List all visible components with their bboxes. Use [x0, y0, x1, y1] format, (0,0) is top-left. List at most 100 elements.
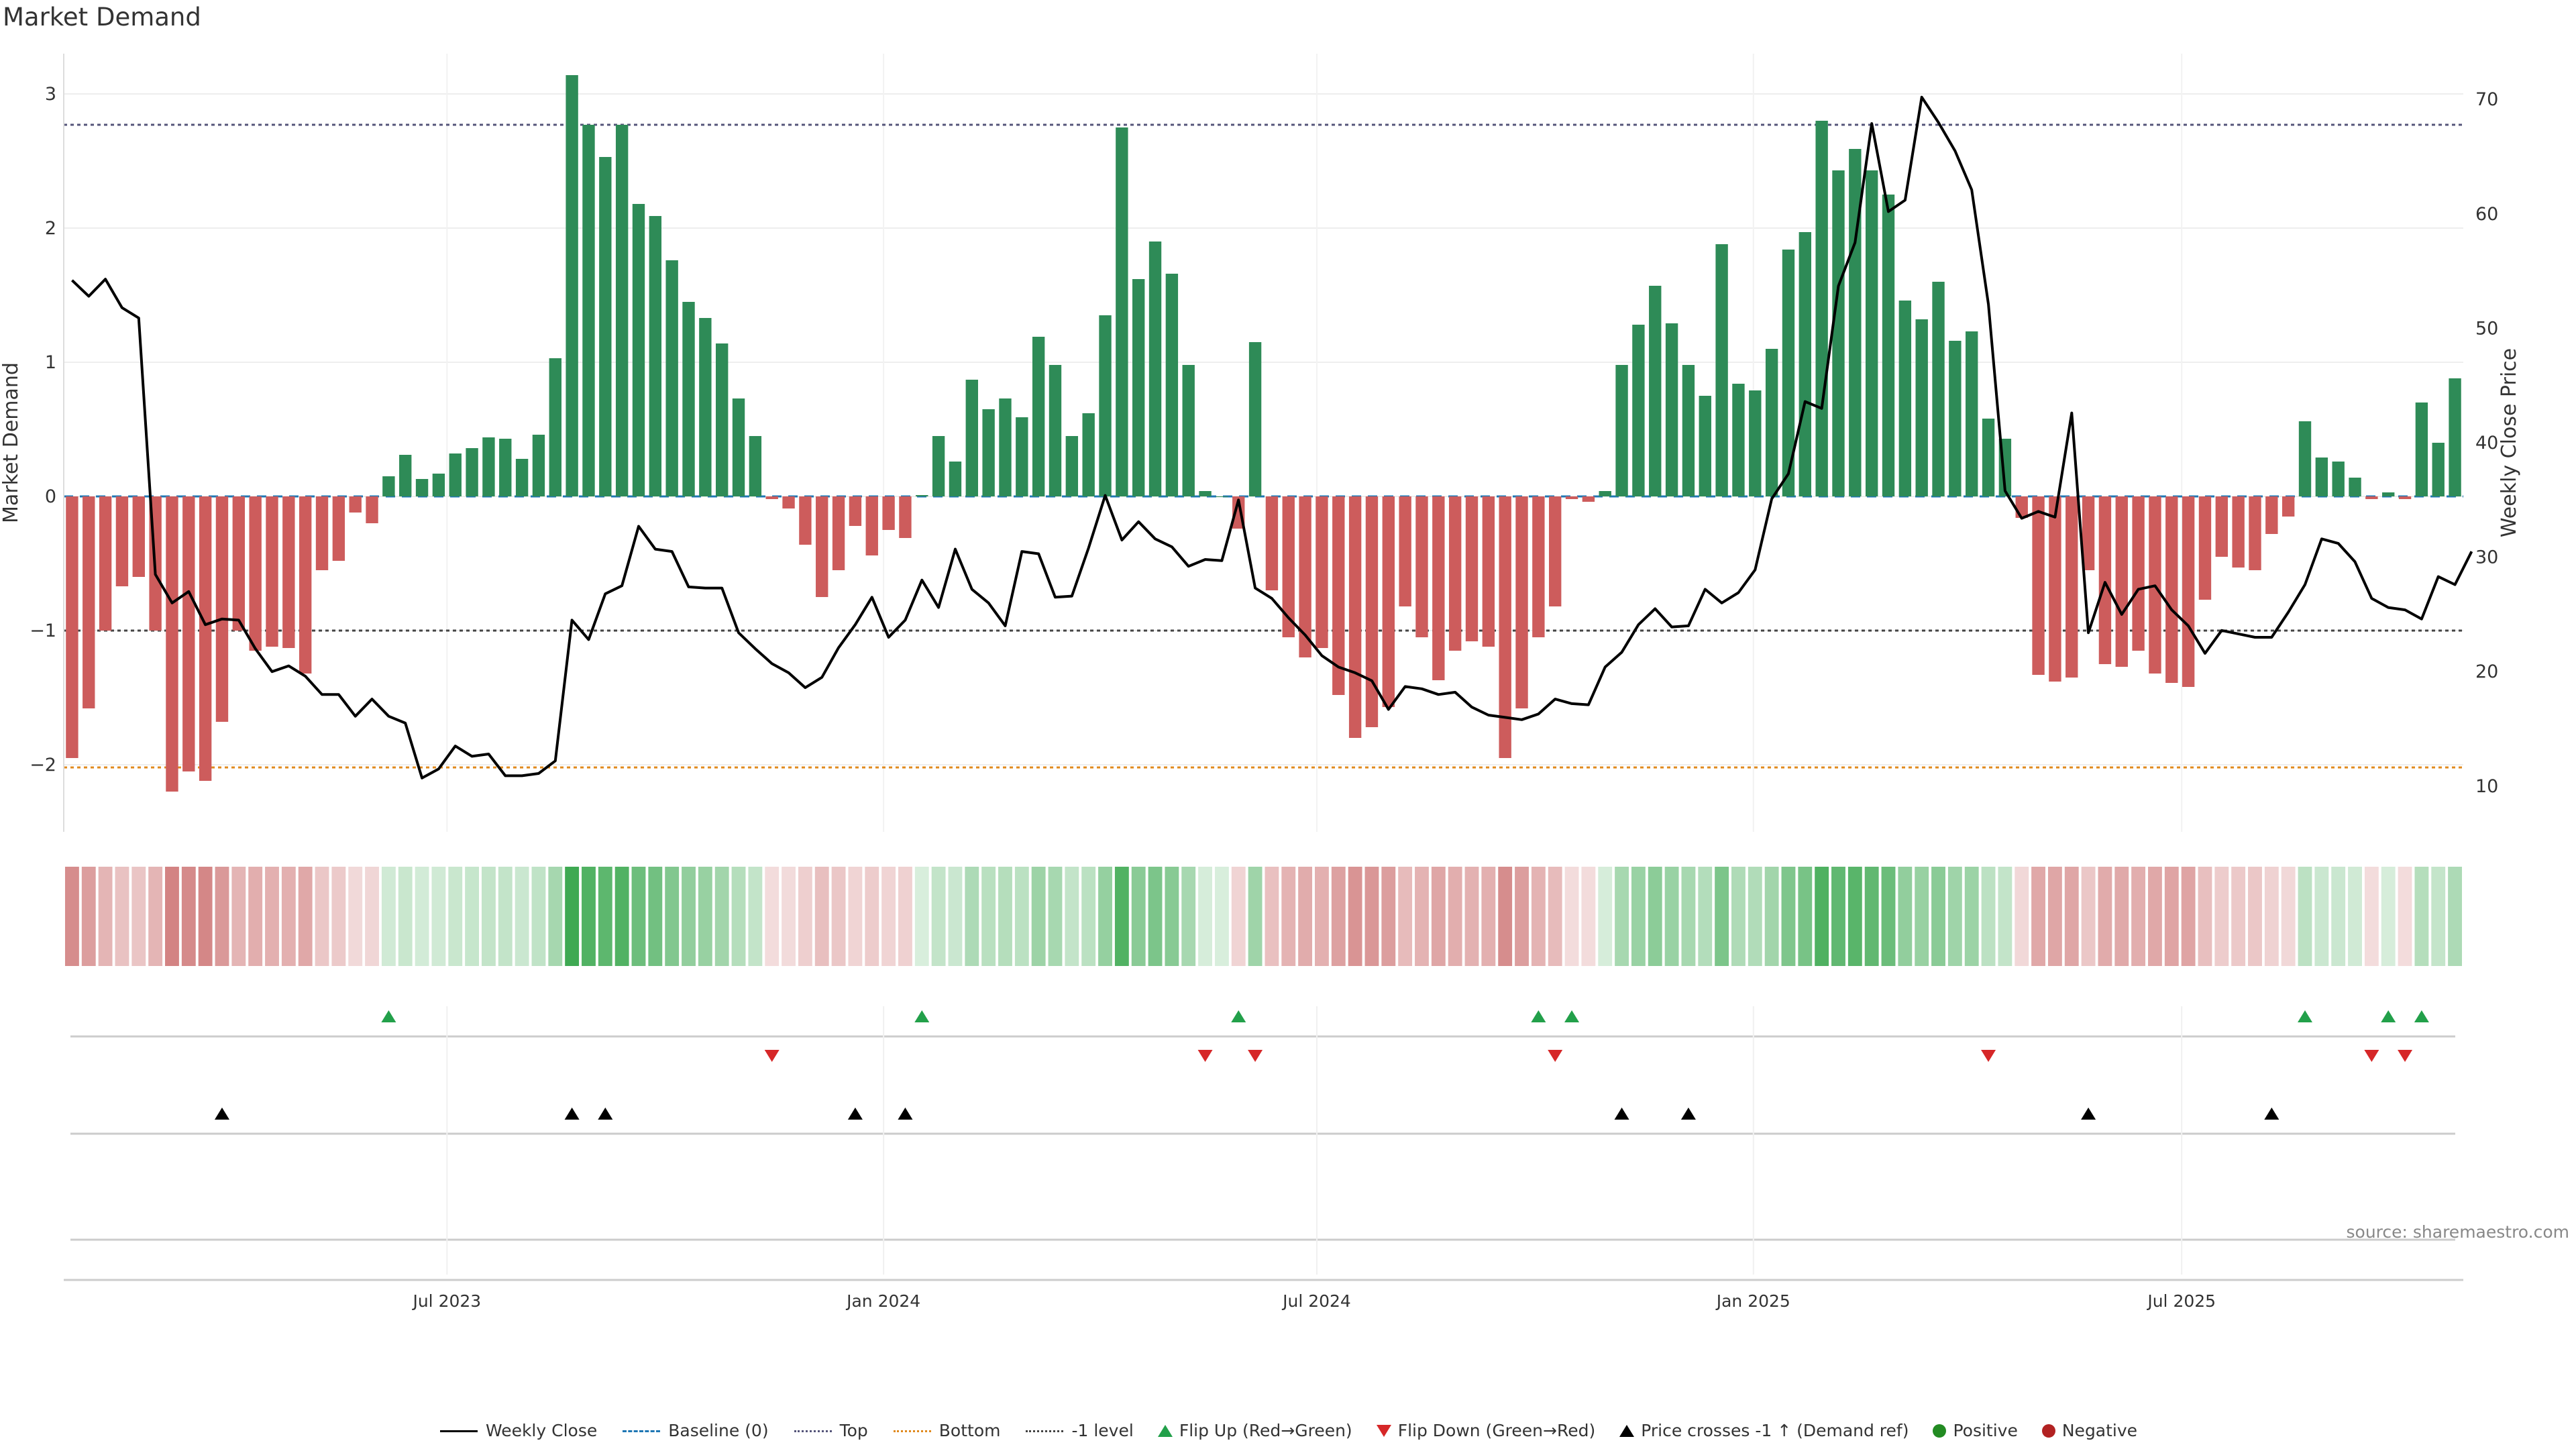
heat-cell [565, 867, 580, 966]
flip-down-marker [1548, 1050, 1563, 1062]
demand-bar [2432, 443, 2445, 496]
demand-bar [832, 496, 845, 570]
demand-bar [566, 75, 578, 496]
heat-cell [1014, 867, 1029, 966]
y2-tick-label: 60 [2475, 204, 2498, 225]
flip-down-marker [1197, 1050, 1213, 1062]
demand-bar [2015, 496, 2028, 518]
heat-cell [1448, 867, 1462, 966]
demand-bar [1499, 496, 1511, 758]
heat-cell [814, 867, 829, 966]
heat-cell [931, 867, 946, 966]
triangle-up-icon [1619, 1424, 1635, 1437]
demand-bar [699, 318, 712, 496]
heat-cell [465, 867, 480, 966]
heat-cell [1715, 867, 1729, 966]
demand-bar [2282, 496, 2295, 517]
heat-cell [714, 867, 729, 966]
dotted-swatch-icon [793, 1424, 833, 1438]
demand-bar [2349, 478, 2361, 496]
heat-cell [765, 867, 780, 966]
demand-bar [1599, 491, 1611, 496]
chart-title: Market Demand [3, 3, 201, 32]
heat-cell [298, 867, 313, 966]
demand-bar [2115, 496, 2128, 667]
flip-down-marker [764, 1050, 780, 1062]
legend-flip-down: Flip Down (Green→Red) [1376, 1421, 1595, 1440]
demand-bar [199, 496, 212, 781]
demand-bar [299, 496, 312, 674]
heat-cell [2398, 867, 2412, 966]
heat-cell [914, 867, 929, 966]
demand-bar [1332, 496, 1345, 695]
demand-bar [1248, 342, 1262, 496]
time-axis: Jul 2023 Jan 2024 Jul 2024 Jan 2025 Jul 2025 [64, 1279, 2463, 1311]
heat-cell [898, 867, 912, 966]
signal-markers [70, 1006, 2455, 1275]
demand-bar [1932, 282, 1945, 496]
demand-bar [1532, 496, 1545, 637]
demand-bar [1649, 286, 1662, 496]
price-cross-marker [1680, 1108, 1696, 1120]
heat-cell [1348, 867, 1362, 966]
demand-bar [649, 216, 662, 496]
legend-flip-up: Flip Up (Red→Green) [1157, 1421, 1352, 1440]
heat-cell [1615, 867, 1629, 966]
heat-cell [731, 867, 746, 966]
heat-cell [2364, 867, 2379, 966]
demand-bar [1348, 496, 1362, 738]
heat-cell [965, 867, 979, 966]
x-tick-label: Jul 2025 [2146, 1291, 2216, 1311]
x-tick-label: Jul 2024 [1281, 1291, 1351, 1311]
heat-cell [1065, 867, 1079, 966]
demand-bar [916, 495, 928, 496]
heat-cell [631, 867, 646, 966]
demand-bar [799, 496, 812, 545]
legend-label: Baseline (0) [668, 1421, 769, 1440]
demand-bar [1682, 365, 1695, 496]
heat-cell [598, 867, 612, 966]
demand-bar [2365, 496, 2378, 499]
price-cross-marker [214, 1108, 229, 1120]
heat-cell [1648, 867, 1662, 966]
heat-cell [2198, 867, 2212, 966]
demand-bar [632, 204, 645, 496]
price-cross-marker [2081, 1108, 2096, 1120]
demand-bar [682, 302, 695, 496]
heat-cell [1381, 867, 1396, 966]
heat-cell [1815, 867, 1829, 966]
demand-bar [1582, 496, 1595, 502]
demand-bar [1365, 496, 1379, 727]
heat-cell [1048, 867, 1063, 966]
demand-bar [2198, 496, 2212, 600]
demand-bar [1082, 413, 1095, 496]
flip-up-marker [2414, 1010, 2429, 1022]
heat-cell [1464, 867, 1479, 966]
heat-cell [1915, 867, 1929, 966]
heat-cell [1481, 867, 1496, 966]
heat-cell [331, 867, 346, 966]
source-note: source: sharemaestro.com [2346, 1222, 2570, 1242]
heat-cell [748, 867, 763, 966]
demand-bar [2065, 496, 2078, 678]
demand-bar [1915, 319, 1928, 496]
demand-bar [399, 455, 412, 496]
demand-bar [1132, 279, 1145, 496]
demand-bar [315, 496, 329, 570]
demand-bar [615, 125, 629, 496]
heat-cell [698, 867, 712, 966]
legend-label: Negative [2061, 1421, 2138, 1440]
heat-cell [2131, 867, 2146, 966]
demand-bar [2032, 496, 2045, 675]
heat-cell [2148, 867, 2162, 966]
heat-cell [448, 867, 463, 966]
demand-bar [1749, 390, 1762, 496]
demand-bar [865, 496, 878, 555]
heat-cell [1564, 867, 1579, 966]
demand-bar [1949, 341, 1962, 496]
demand-bar [132, 496, 145, 577]
dashed-swatch-icon [621, 1424, 661, 1438]
price-cross-marker [564, 1108, 580, 1120]
demand-bar [782, 496, 795, 508]
